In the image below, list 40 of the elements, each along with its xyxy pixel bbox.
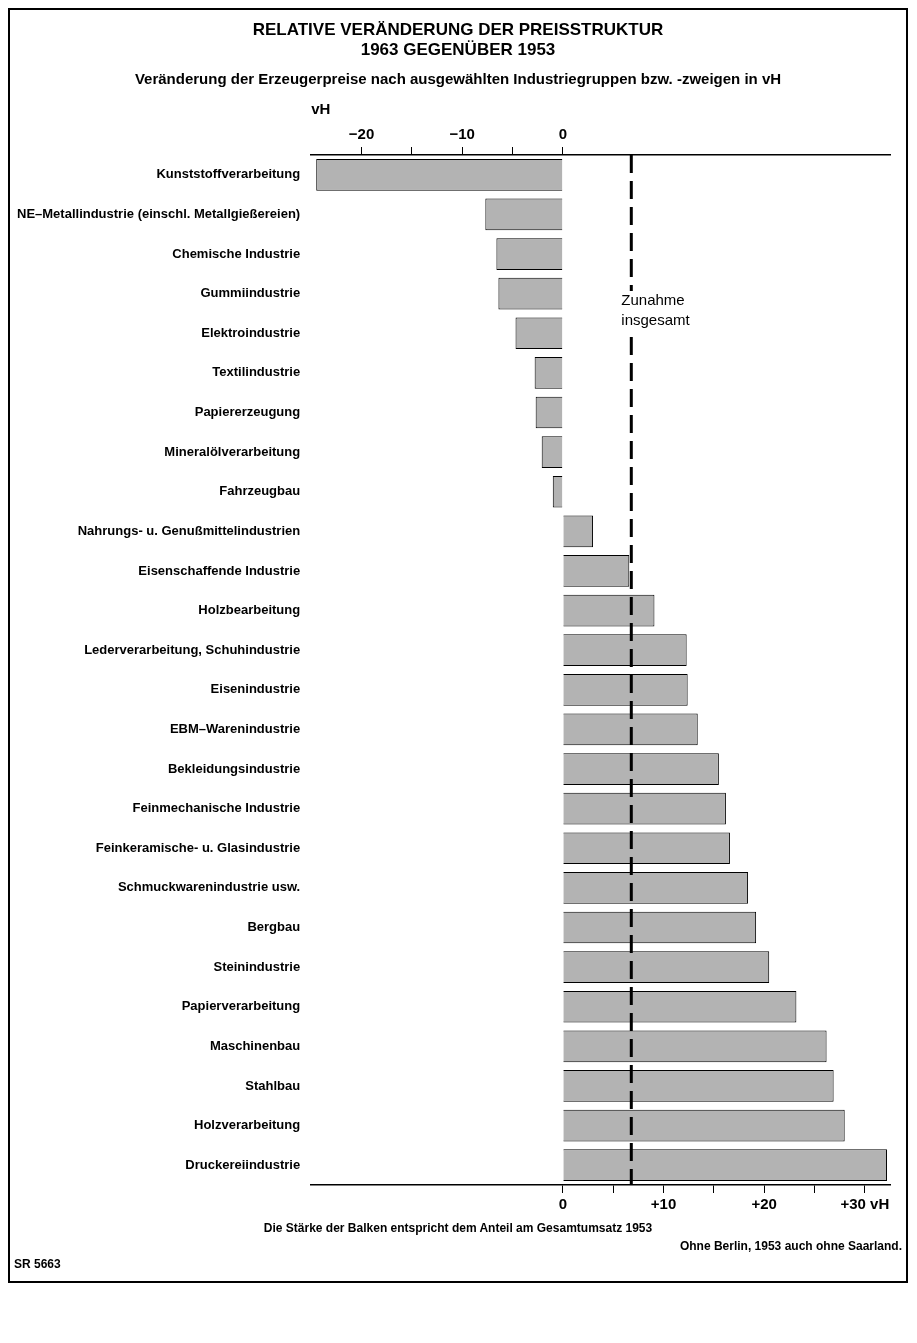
y-tick-label: Steinindustrie [213,958,301,974]
y-tick-label: Mineralölverarbeitung [164,443,301,459]
y-tick-label: EBM–Warenindustrie [169,721,301,736]
y-tick-label: Papiererzeugung [194,404,301,420]
y-tick-label: Lederverarbeitung, Schuhindustrie [84,641,301,657]
y-tick-label: Stahlbau [245,1077,301,1093]
y-tick-label: Papierverarbeitung [181,998,301,1014]
x-tick-label: +10 [650,1195,677,1213]
y-tick-label: Schmuckwarenindustrie usw. [117,879,301,895]
y-tick-label: Kunststoffverarbeitung [156,166,301,182]
y-tick-label: Fahrzeugbau [219,483,301,499]
ref-line-label: Zunahme insgesamt [621,291,691,328]
y-tick-label: Holzbearbeitung [198,602,301,618]
y-tick-label: Textilindustrie [212,364,301,380]
y-tick-label: Druckereiindustrie [185,1156,301,1172]
chart-title: RELATIVE VERÄNDERUNG DER PREISSTRUKTUR 1963 GEGENÜBER 1953 [251,20,665,60]
text: Die Stärke der Balken entspricht dem Anteil am Gesamtumsatz 1953 [262,1221,654,1235]
x2-tick-label: 0 [558,125,568,143]
text: SR 5663 [14,1257,62,1271]
y-tick-label: Nahrungs- u. Genußmittelindustrien [77,522,301,538]
y-tick-label: Maschinenbau [209,1037,301,1053]
x-tick-label: 0 [558,1195,568,1213]
y-tick-label: Elektroindustrie [201,324,301,340]
text: Ohne Berlin, 1953 auch ohne Saarland. [678,1239,902,1253]
y-tick-label: Feinkeramische- u. Glasindustrie [95,839,301,855]
y-tick-label: Feinmechanische Industrie [132,800,301,816]
y-tick-label: NE–Metallindustrie (einschl. Metallgießereien) [16,206,301,221]
y-tick-label: Chemische Industrie [172,245,301,261]
y-tick-label: Bekleidungsindustrie [167,760,301,776]
x-tick-label: +20 [751,1195,777,1213]
y-tick-label: Holzverarbeitung [193,1117,301,1133]
y-tick-label: Gummiindustrie [200,285,301,301]
x2-tick-label: −20 [348,125,375,143]
x-tick-label: +30 vH [840,1195,890,1213]
y-tick-label: Eisenschaffende Industrie [138,562,301,578]
y-tick-label: Eisenindustrie [210,681,301,697]
chart-subtitle: Veränderung der Erzeugerpreise nach ausgewählten Industriegruppen bzw. -zweigen in vH [133,70,783,87]
x2-axis-title: vH [311,100,331,118]
y-tick-label: Bergbau [247,919,301,935]
x2-tick-label: −10 [449,125,475,143]
